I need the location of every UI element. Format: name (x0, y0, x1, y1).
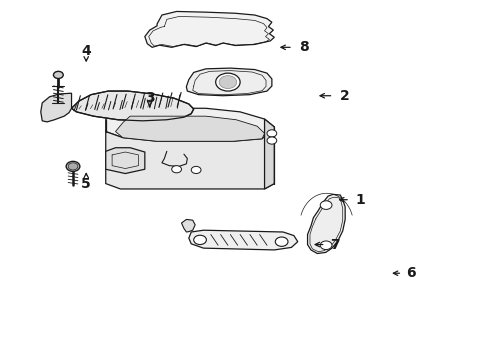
Polygon shape (106, 108, 274, 141)
Text: 5: 5 (81, 177, 91, 190)
Circle shape (68, 163, 78, 170)
Circle shape (267, 130, 277, 137)
Polygon shape (189, 230, 298, 250)
Polygon shape (41, 93, 72, 122)
Circle shape (216, 73, 240, 91)
Circle shape (219, 76, 237, 89)
Circle shape (194, 235, 206, 244)
Polygon shape (106, 148, 145, 174)
Polygon shape (181, 220, 195, 232)
Polygon shape (186, 68, 272, 96)
Circle shape (275, 237, 288, 246)
Text: 6: 6 (406, 266, 416, 280)
Text: 4: 4 (81, 44, 91, 58)
Circle shape (66, 161, 80, 171)
Circle shape (53, 71, 63, 78)
Circle shape (320, 201, 332, 210)
Polygon shape (265, 119, 274, 189)
Text: 1: 1 (355, 193, 365, 207)
Polygon shape (116, 116, 265, 141)
Polygon shape (72, 91, 194, 121)
Circle shape (191, 166, 201, 174)
Polygon shape (308, 194, 345, 253)
Text: 2: 2 (340, 89, 350, 103)
Circle shape (320, 241, 332, 249)
Circle shape (267, 137, 277, 144)
Text: 8: 8 (299, 40, 309, 54)
Circle shape (172, 166, 181, 173)
Text: 7: 7 (331, 238, 340, 252)
Polygon shape (106, 127, 274, 189)
Text: 3: 3 (145, 90, 154, 104)
Polygon shape (145, 12, 274, 47)
